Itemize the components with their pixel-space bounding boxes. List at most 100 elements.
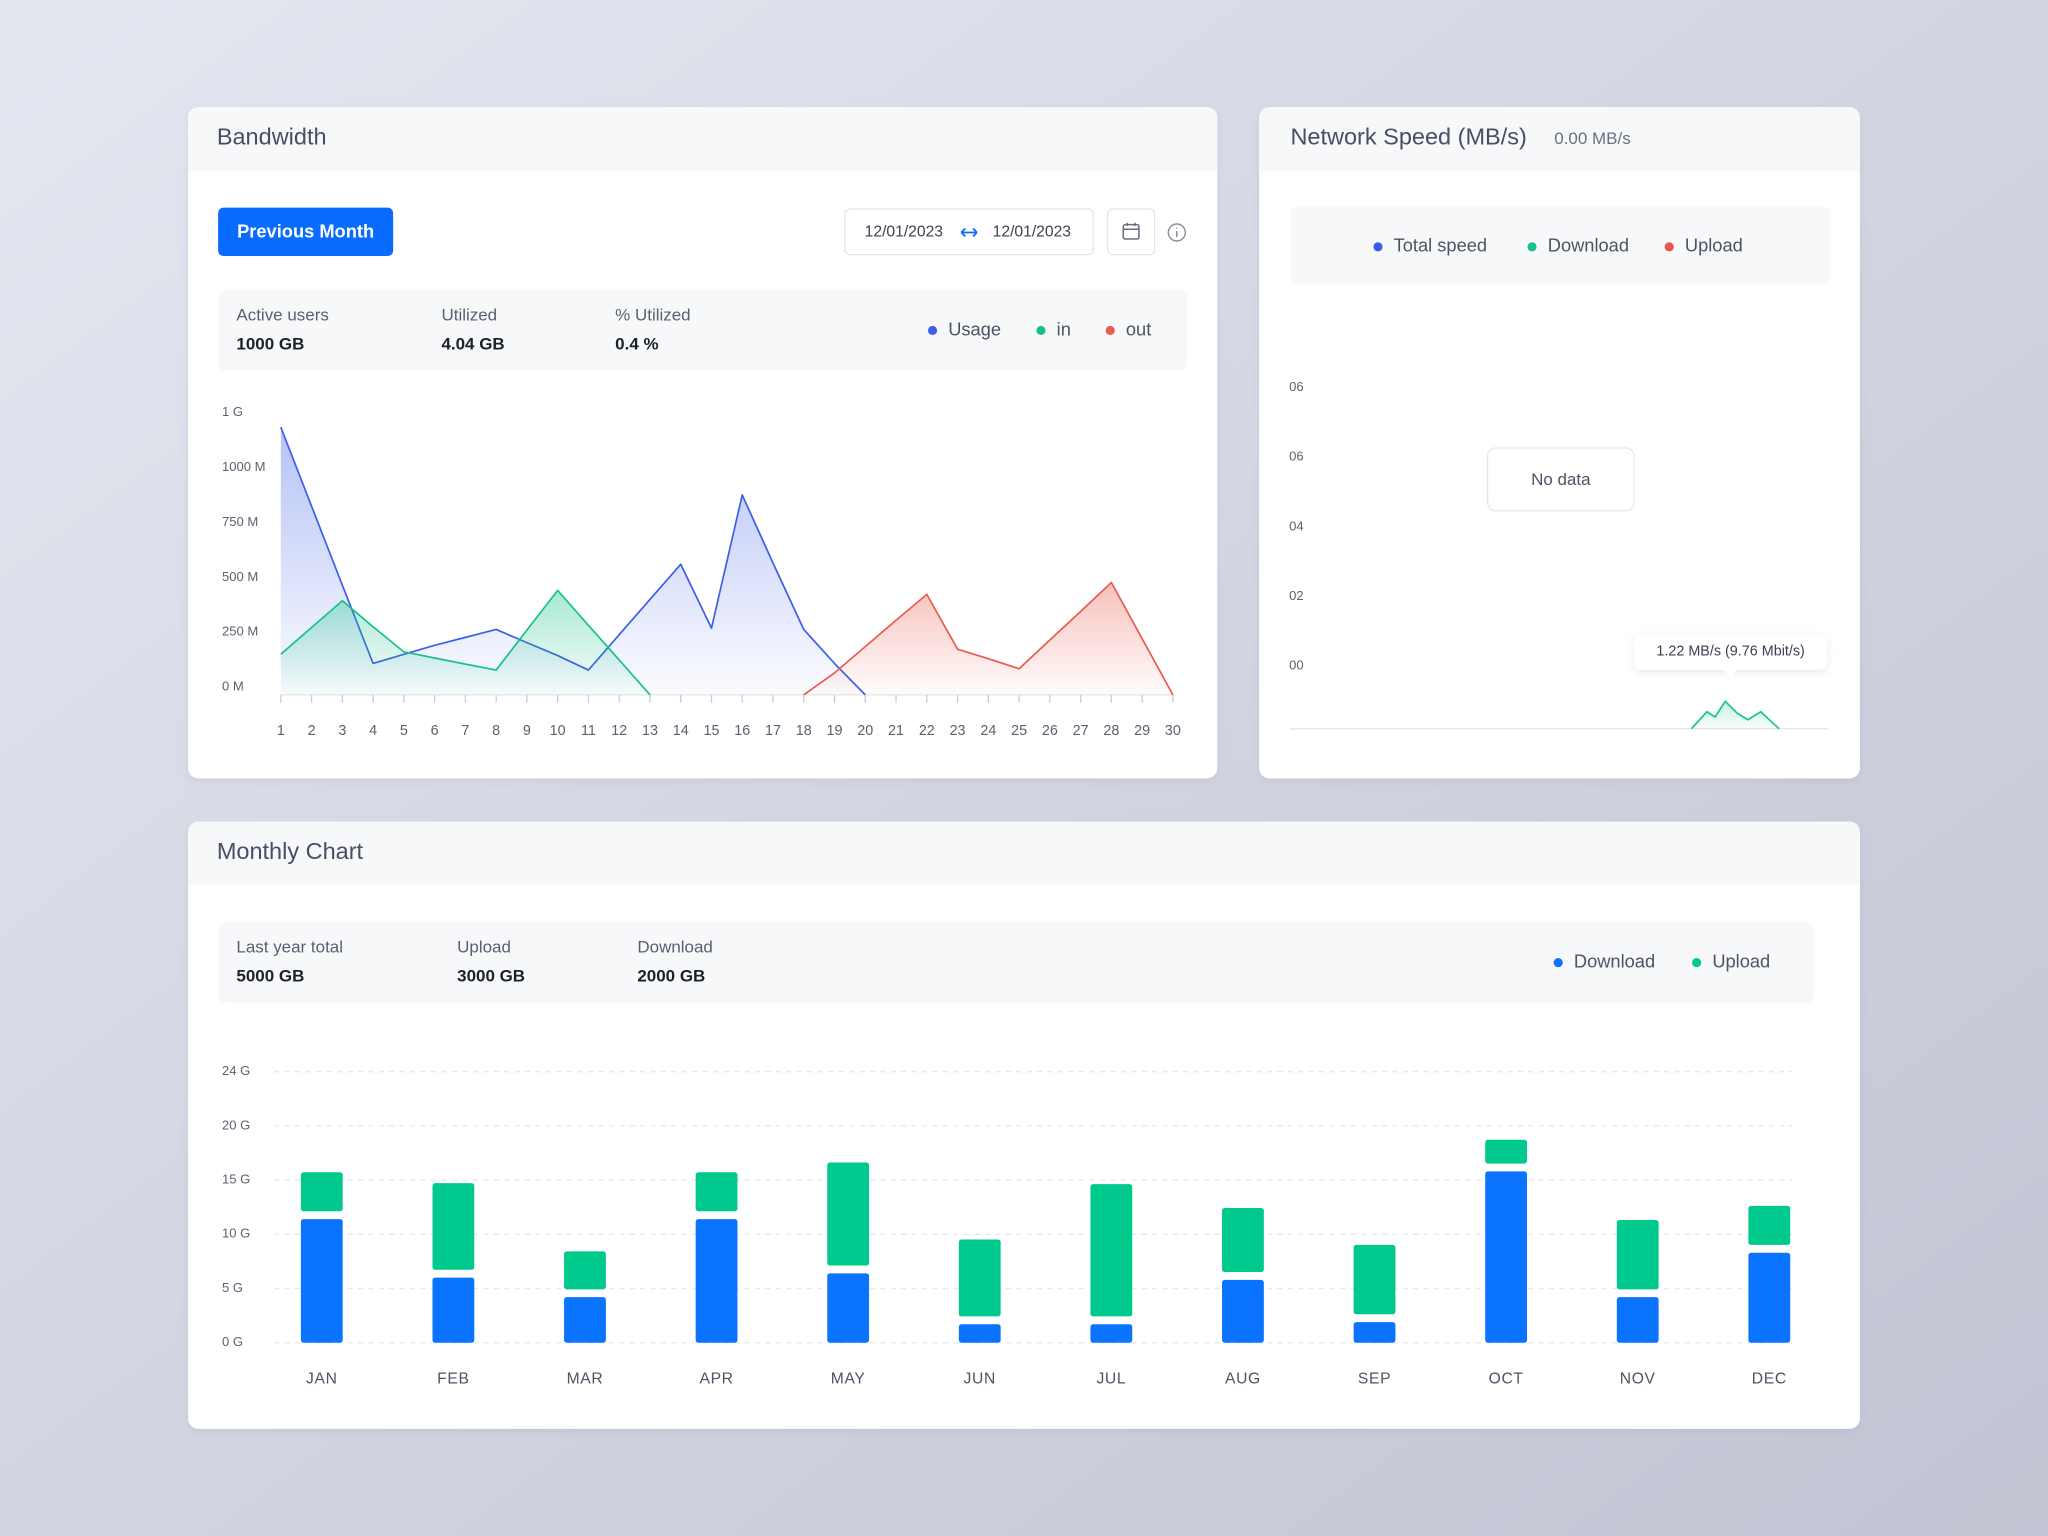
stat-value: 1000 GB: [236, 334, 304, 353]
stat-label: Utilized: [441, 306, 497, 325]
x-tick-label: 21: [888, 723, 904, 739]
bar: [1222, 1208, 1264, 1272]
stat-value: 4.04 GB: [441, 334, 504, 353]
stat-value: 0.4 %: [615, 334, 658, 353]
x-tick-label: 24: [980, 723, 996, 739]
bar: [432, 1183, 475, 1270]
y-tick-label: 24 G: [222, 1063, 250, 1078]
date-to: 12/01/2023: [993, 224, 1072, 241]
y-tick-label: 04: [1289, 518, 1304, 533]
x-tick-label: 2: [308, 723, 316, 739]
x-tick-label: 16: [734, 723, 750, 739]
x-tick-label: SEP: [1358, 1370, 1391, 1387]
series-line: [803, 581, 1174, 696]
x-tick-label: 6: [431, 723, 439, 739]
previous-month-button[interactable]: [218, 207, 394, 256]
card-title: Network Speed (MB/s): [1290, 124, 1526, 150]
card-title: Bandwidth: [217, 124, 327, 150]
bar: [300, 1219, 343, 1343]
current-speed: 0.00 MB/s: [1554, 129, 1630, 148]
legend-marker: [1105, 325, 1115, 336]
legend-label: Upload: [1712, 950, 1770, 971]
bar: [695, 1172, 738, 1212]
y-tick-label: 10 G: [222, 1226, 250, 1241]
bar: [564, 1251, 606, 1290]
series-area: [280, 427, 866, 695]
card-header: [188, 821, 1860, 886]
bar: [695, 1219, 738, 1343]
x-tick-label: JUN: [964, 1370, 996, 1387]
y-tick-label: 20 G: [222, 1117, 250, 1132]
network-card: Network Speed (MB/s) 0.00 MB/s No data: [1259, 107, 1860, 779]
empty-message: No data: [1531, 470, 1591, 489]
x-tick-label: MAR: [567, 1370, 604, 1387]
x-tick-label: 28: [1103, 723, 1119, 739]
stat-label: Active users: [236, 306, 328, 325]
series-line: [1690, 700, 1780, 730]
x-tick-label: 1: [277, 723, 285, 739]
bar: [1090, 1184, 1133, 1317]
x-tick-label: 7: [461, 723, 469, 739]
tooltip-pointer: [1724, 670, 1738, 678]
stat-label: % Utilized: [615, 306, 690, 325]
calendar-button[interactable]: [1106, 208, 1156, 256]
legend-marker: [928, 325, 938, 336]
range-arrow-icon: [960, 227, 978, 238]
legend-label: Download: [1574, 950, 1655, 971]
bar: [1616, 1219, 1659, 1290]
x-tick-label: 19: [827, 723, 843, 739]
bar: [1485, 1139, 1528, 1164]
legend-marker: [1664, 242, 1674, 252]
stat-label: Upload: [457, 938, 511, 957]
x-tick-label: 20: [857, 723, 873, 739]
x-tick-label: JUL: [1096, 1370, 1126, 1387]
x-tick-label: 27: [1073, 723, 1089, 739]
x-tick-label: 12: [611, 723, 627, 739]
x-tick-label: 30: [1165, 723, 1181, 739]
x-tick-label: 14: [673, 723, 689, 739]
legend-panel: [1290, 206, 1832, 285]
info-icon[interactable]: [1167, 223, 1187, 242]
bar: [958, 1324, 1001, 1343]
x-tick-label: MAY: [831, 1370, 866, 1387]
legend-marker: [1692, 958, 1702, 968]
bar: [1222, 1279, 1264, 1343]
calendar-icon: [1122, 222, 1140, 240]
y-tick-label: 06: [1289, 449, 1304, 464]
card-header: [1259, 107, 1860, 172]
x-tick-label: 8: [492, 723, 500, 739]
button-label[interactable]: Previous Month: [237, 220, 374, 241]
y-tick-label: 02: [1289, 588, 1304, 603]
y-tick-label: 0 M: [222, 678, 244, 693]
stat-value: 3000 GB: [457, 966, 525, 985]
y-tick-label: 00: [1289, 658, 1304, 673]
y-tick-label: 750 M: [222, 514, 258, 529]
x-tick-label: 26: [1042, 723, 1058, 739]
x-tick-label: 25: [1011, 723, 1027, 739]
x-tick-label: 15: [703, 723, 719, 739]
legend-marker: [1373, 242, 1383, 252]
legend-label: Usage: [948, 318, 1001, 339]
bar: [827, 1273, 870, 1343]
legend-label: Download: [1548, 235, 1629, 256]
y-tick-label: 500 M: [222, 569, 258, 584]
stats-panel: [218, 289, 1188, 371]
x-tick-label: NOV: [1620, 1370, 1656, 1387]
y-tick-label: 15 G: [222, 1172, 250, 1187]
x-tick-label: 13: [642, 723, 658, 739]
card-header: [188, 107, 1218, 172]
x-tick-label: 3: [338, 723, 346, 739]
empty-state: [1487, 447, 1635, 512]
x-tick-label: 9: [523, 723, 531, 739]
legend-marker: [1527, 242, 1537, 252]
series-line: [280, 589, 651, 696]
legend-label: Total speed: [1394, 235, 1487, 256]
legend-label: in: [1057, 318, 1071, 339]
y-tick-label: 0 G: [222, 1334, 243, 1349]
bar: [958, 1239, 1001, 1317]
x-tick-label: FEB: [437, 1370, 469, 1387]
legend-marker: [1553, 958, 1563, 968]
y-tick-label: 1000 M: [222, 459, 266, 474]
